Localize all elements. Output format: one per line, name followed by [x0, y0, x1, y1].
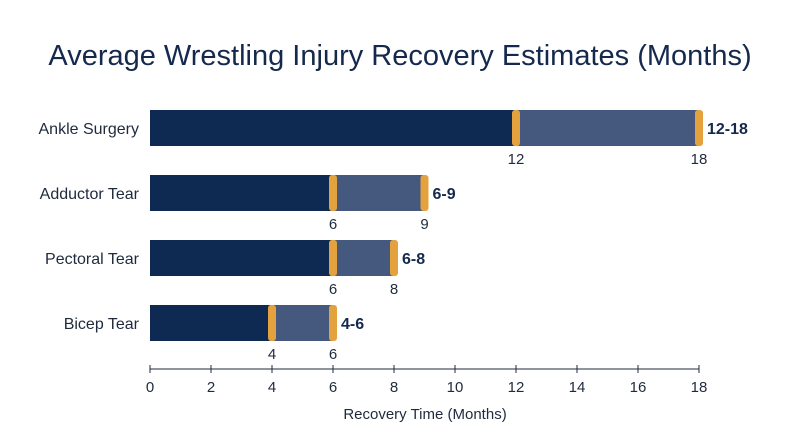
marker-min-bicep-tear [268, 305, 276, 341]
marker-label-min-adductor-tear: 6 [329, 216, 337, 233]
marker-min-pectoral-tear [329, 240, 337, 276]
x-tick-label-4: 4 [268, 379, 276, 396]
x-tick-label-12: 12 [508, 379, 525, 396]
category-label-adductor-tear: Adductor Tear [40, 186, 140, 203]
x-tick-label-10: 10 [447, 379, 464, 396]
x-tick-label-2: 2 [207, 379, 215, 396]
bar-base-pectoral-tear [150, 240, 333, 276]
x-tick-label-18: 18 [691, 379, 708, 396]
x-tick-label-14: 14 [569, 379, 586, 396]
marker-label-max-ankle-surgery: 18 [691, 151, 708, 168]
bar-range-adductor-tear [333, 175, 425, 211]
range-label-adductor-tear: 6-9 [433, 186, 456, 203]
marker-max-pectoral-tear [390, 240, 398, 276]
marker-max-ankle-surgery [695, 110, 703, 146]
category-label-pectoral-tear: Pectoral Tear [45, 251, 140, 268]
range-label-ankle-surgery: 12-18 [707, 121, 748, 138]
marker-max-adductor-tear [420, 175, 429, 211]
bar-range-pectoral-tear [333, 240, 394, 276]
bar-base-bicep-tear [150, 305, 272, 341]
marker-label-min-bicep-tear: 4 [268, 346, 276, 363]
bars-group: Ankle Surgery 12 18 12-18 Adductor Tear 6 9 6-9… [39, 110, 748, 363]
marker-label-min-pectoral-tear: 6 [329, 281, 337, 298]
marker-min-adductor-tear [329, 175, 337, 211]
range-label-pectoral-tear: 6-8 [402, 251, 425, 268]
category-label-bicep-tear: Bicep Tear [64, 316, 140, 333]
x-tick-label-8: 8 [390, 379, 398, 396]
range-label-bicep-tear: 4-6 [341, 316, 364, 333]
x-axis: 0 2 4 6 8 10 12 14 16 18 [146, 365, 708, 396]
chart-title: Average Wrestling Injury Recovery Estima… [48, 40, 751, 72]
marker-label-min-ankle-surgery: 12 [508, 151, 525, 168]
bar-base-ankle-surgery [150, 110, 516, 146]
category-label-ankle-surgery: Ankle Surgery [39, 121, 140, 138]
bar-range-ankle-surgery [516, 110, 699, 146]
x-axis-title: Recovery Time (Months) [343, 406, 506, 423]
x-tick-label-0: 0 [146, 379, 154, 396]
bar-range-bicep-tear [272, 305, 333, 341]
x-tick-label-16: 16 [630, 379, 647, 396]
marker-label-max-adductor-tear: 9 [420, 216, 428, 233]
x-tick-label-6: 6 [329, 379, 337, 396]
marker-max-bicep-tear [329, 305, 337, 341]
bar-base-adductor-tear [150, 175, 333, 211]
marker-label-max-pectoral-tear: 8 [390, 281, 398, 298]
marker-min-ankle-surgery [512, 110, 520, 146]
marker-label-max-bicep-tear: 6 [329, 346, 337, 363]
